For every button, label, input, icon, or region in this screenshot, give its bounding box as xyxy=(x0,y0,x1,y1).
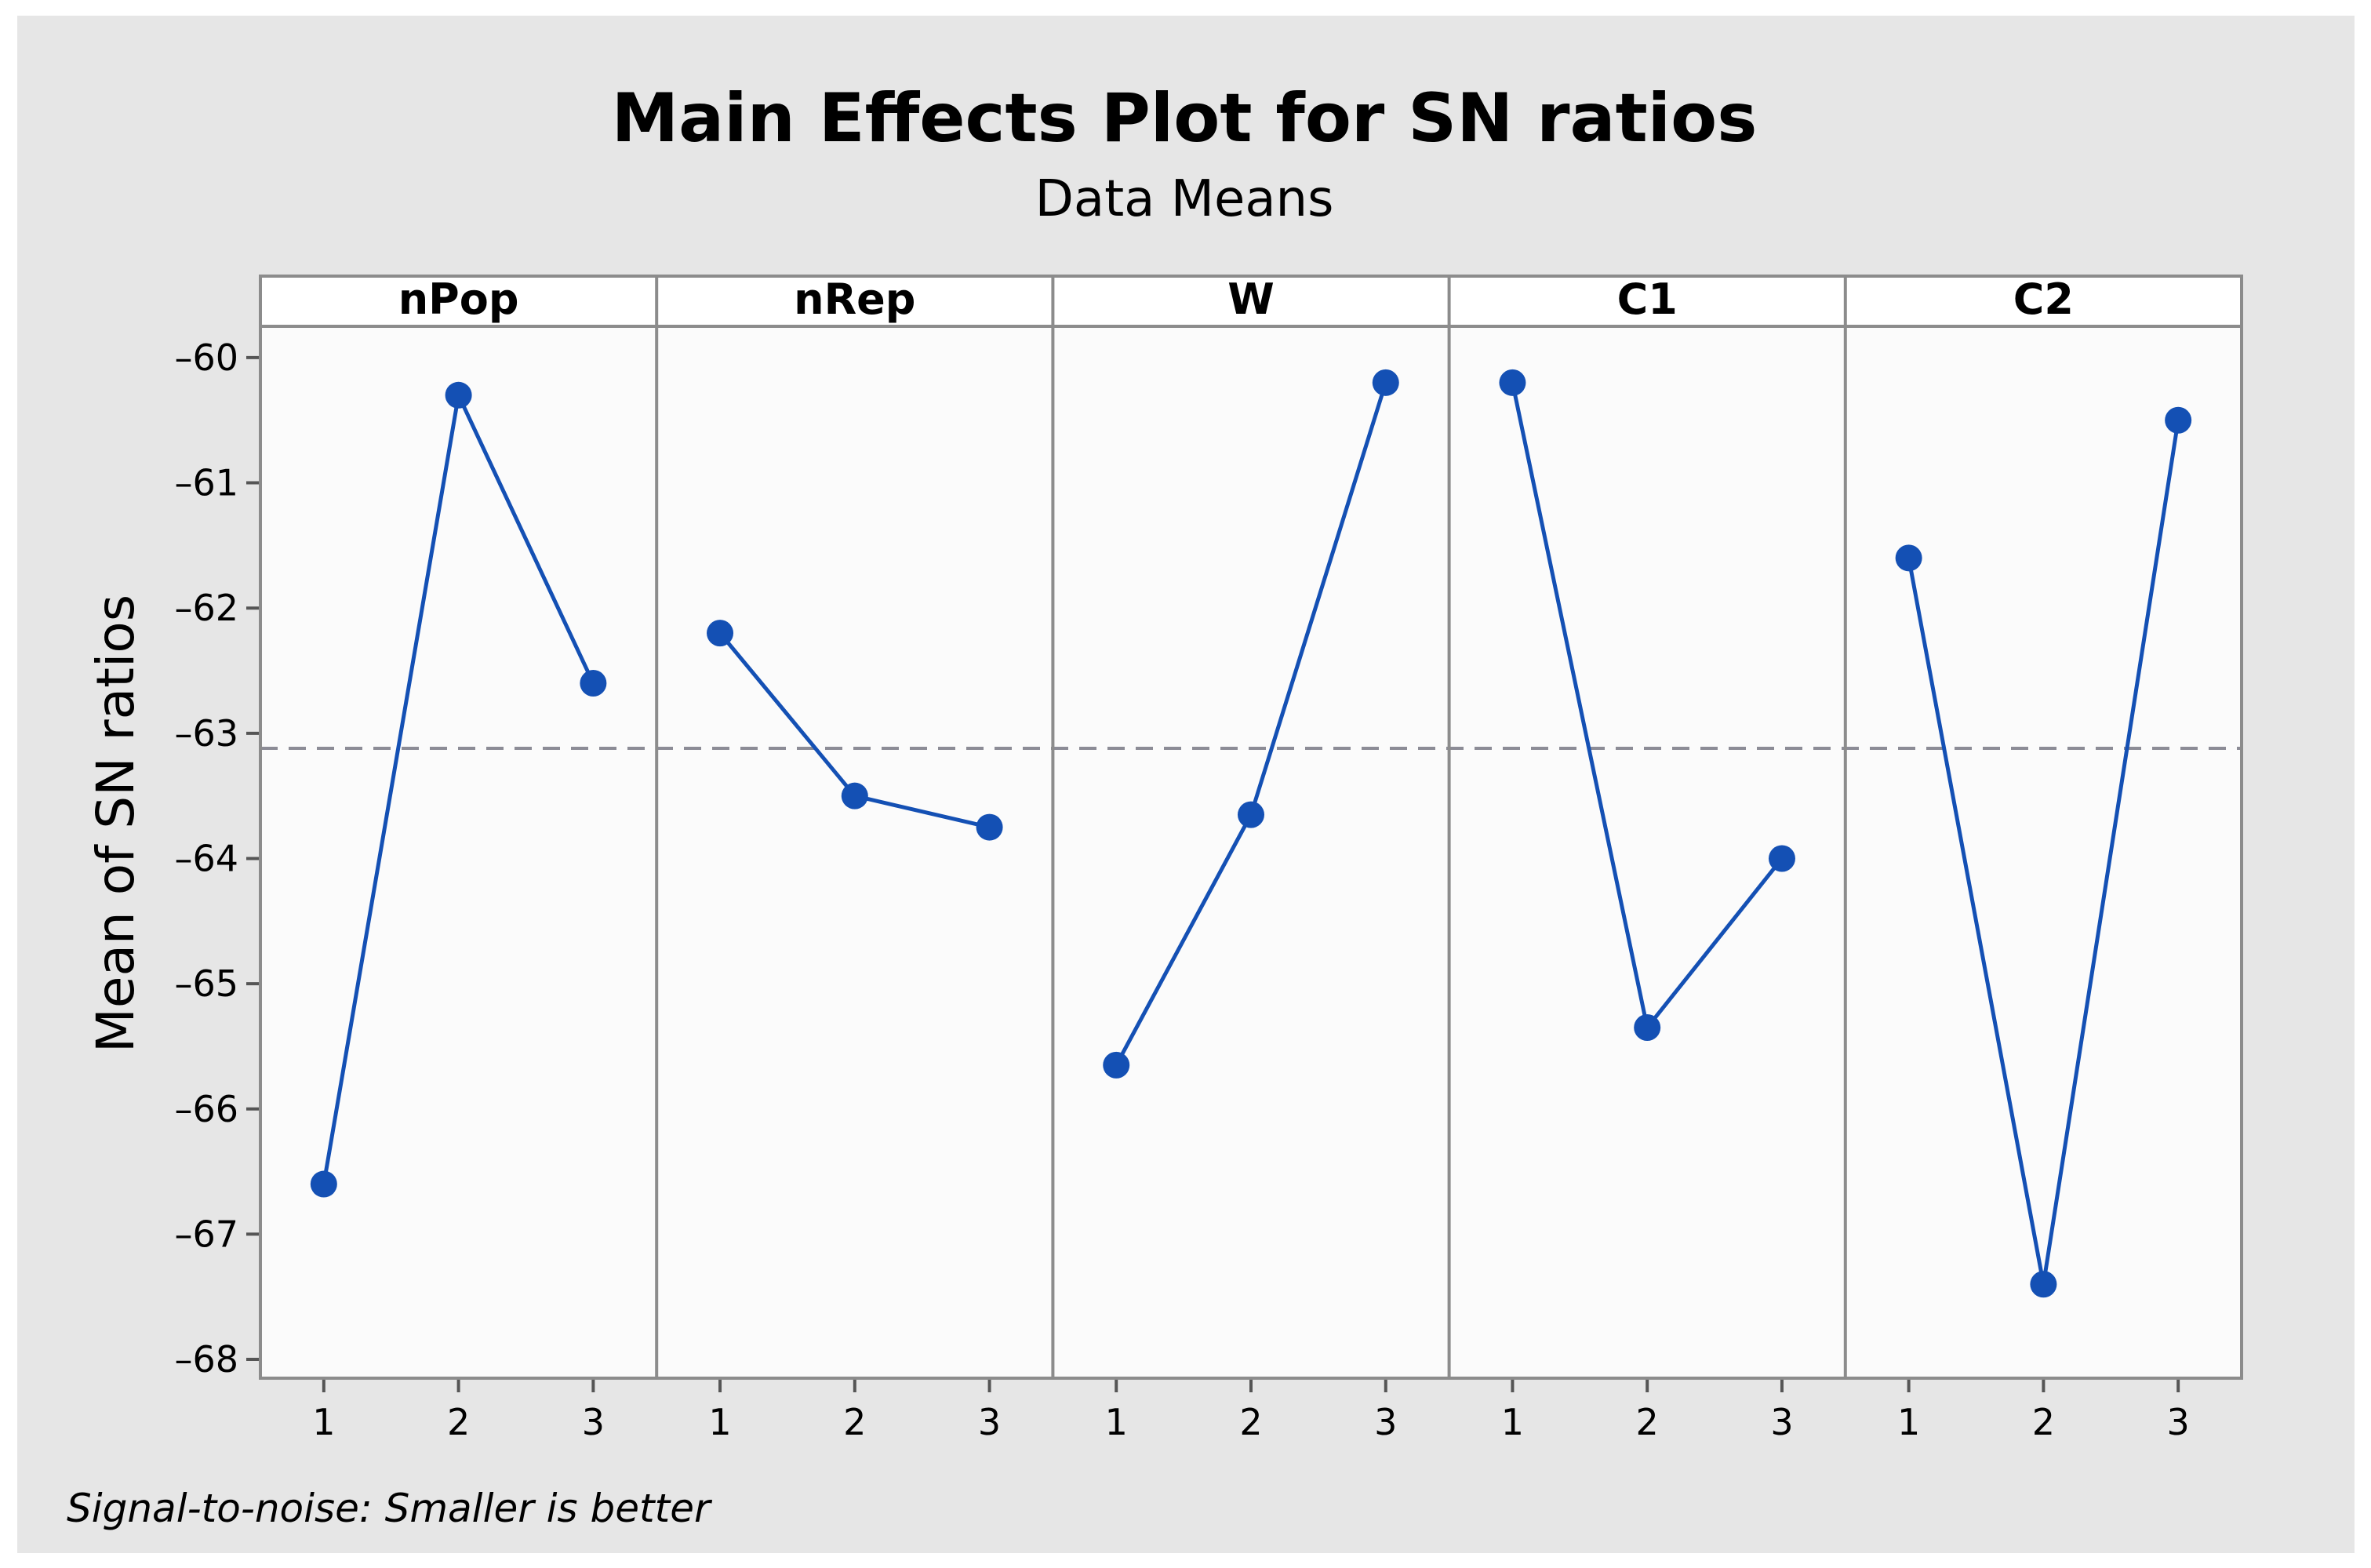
x-tick-label: 3 xyxy=(1770,1401,1793,1443)
y-tick-label: –60 xyxy=(174,337,238,379)
chart-title: Main Effects Plot for SN ratios xyxy=(612,79,1758,158)
x-tick-label: 1 xyxy=(1105,1401,1128,1443)
x-tick-label: 2 xyxy=(1636,1401,1659,1443)
data-point-W-1 xyxy=(1103,1051,1130,1079)
x-tick-label: 3 xyxy=(978,1401,1001,1443)
x-tick-label: 2 xyxy=(1239,1401,1262,1443)
data-point-C1-1 xyxy=(1499,369,1526,396)
panel-label-W: W xyxy=(1227,275,1275,324)
x-tick-label: 3 xyxy=(1374,1401,1397,1443)
plot-frame xyxy=(259,275,2243,1380)
y-tick-label: –62 xyxy=(174,587,238,629)
data-point-W-3 xyxy=(1372,369,1399,396)
x-tick-label: 1 xyxy=(1501,1401,1524,1443)
x-tick-label: 1 xyxy=(1897,1401,1920,1443)
x-tick-label: 2 xyxy=(447,1401,470,1443)
data-point-nPop-2 xyxy=(445,381,472,409)
data-point-nRep-1 xyxy=(707,620,734,647)
y-axis-label: Mean of SN ratios xyxy=(85,595,146,1053)
data-point-nRep-3 xyxy=(976,813,1003,841)
data-point-C2-2 xyxy=(2030,1271,2057,1298)
plot-area: –60 –61 –62 –63 –64 –65 –66 –67 –68 nPop 1 2 3 nRep 1 2… xyxy=(174,275,2243,1443)
y-tick-label: –61 xyxy=(174,462,238,504)
y-tick-label: –65 xyxy=(174,962,238,1005)
footnote: Signal-to-noise: Smaller is better xyxy=(67,1486,713,1531)
x-tick-label: 2 xyxy=(843,1401,866,1443)
data-point-nPop-1 xyxy=(310,1170,337,1198)
panel-label-nRep: nRep xyxy=(794,275,915,324)
data-point-W-2 xyxy=(1238,801,1264,828)
panel-header-strip xyxy=(260,276,2242,326)
data-point-nRep-2 xyxy=(841,782,868,809)
x-tick-label: 3 xyxy=(582,1401,605,1443)
x-tick-label: 1 xyxy=(708,1401,731,1443)
data-point-C2-3 xyxy=(2165,406,2192,434)
x-tick-label: 1 xyxy=(312,1401,335,1443)
y-tick-label: –63 xyxy=(174,712,238,755)
y-tick-label: –66 xyxy=(174,1088,238,1130)
data-point-C2-1 xyxy=(1895,544,1922,572)
y-tick-label: –67 xyxy=(174,1213,238,1255)
plot-background xyxy=(260,326,2242,1378)
panel-label-C2: C2 xyxy=(2013,275,2074,324)
data-point-C1-3 xyxy=(1768,845,1795,872)
panel-label-C1: C1 xyxy=(1617,275,1678,324)
data-point-nPop-3 xyxy=(580,669,607,697)
y-tick-label: –64 xyxy=(174,837,238,879)
y-tick-label: –68 xyxy=(174,1338,238,1381)
chart-subtitle: Data Means xyxy=(1035,170,1334,228)
panel-label-nPop: nPop xyxy=(398,275,519,324)
x-tick-label: 2 xyxy=(2032,1401,2055,1443)
data-point-C1-2 xyxy=(1634,1014,1661,1041)
x-tick-label: 3 xyxy=(2167,1401,2190,1443)
